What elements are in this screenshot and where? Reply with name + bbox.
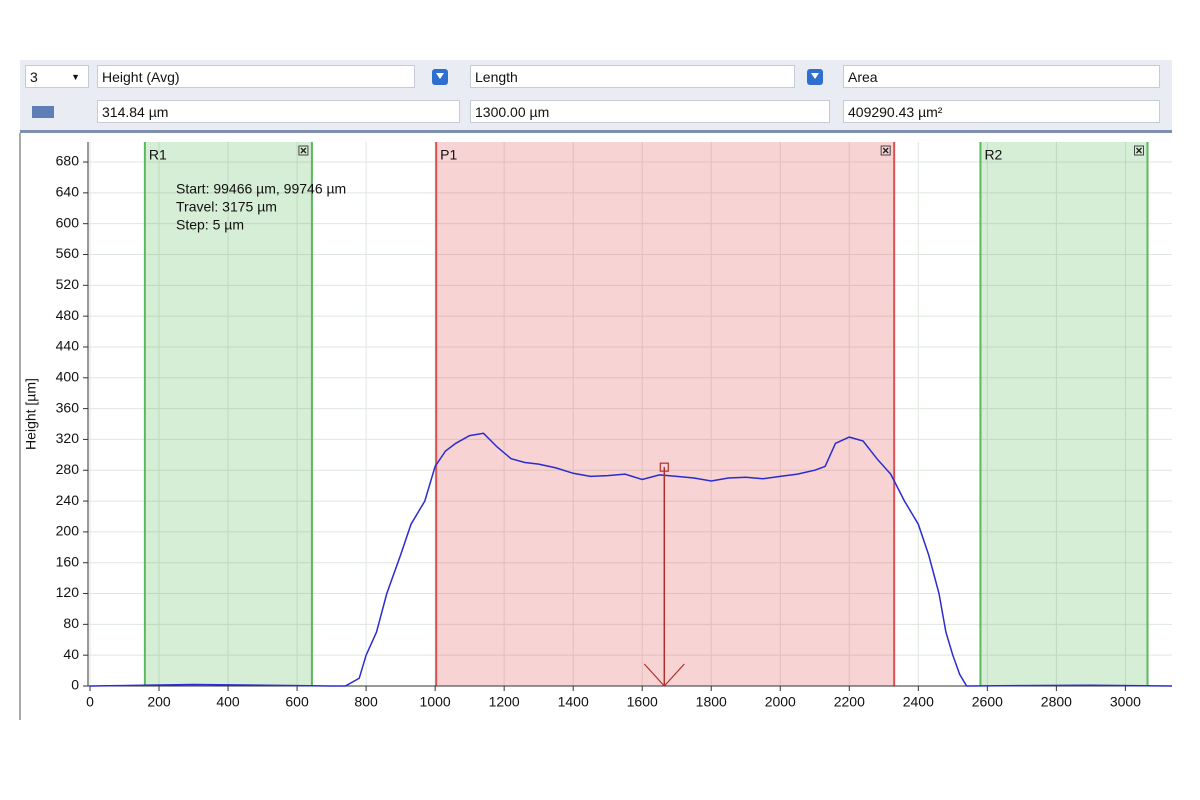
profile-line <box>89 432 1173 687</box>
x-tick-label: 1000 <box>420 694 451 710</box>
close-box <box>880 145 891 156</box>
x-tick-label: 2000 <box>765 694 796 710</box>
x-tick-label: 0 <box>86 694 94 710</box>
measure-3-name[interactable]: Area <box>843 65 1160 88</box>
region-label: R2 <box>984 147 1002 163</box>
region-close <box>880 145 891 156</box>
y-tick-label: 680 <box>56 153 80 169</box>
y-tick-label: 640 <box>56 184 80 200</box>
x-tick-label: 1800 <box>696 694 727 710</box>
y-tick-label: 480 <box>56 307 80 323</box>
x-tick-label: 400 <box>216 694 240 710</box>
y-tick-label: 80 <box>63 615 79 631</box>
y-tick-label: 160 <box>56 553 80 569</box>
count-dropdown[interactable]: 3 ▼ <box>25 65 89 88</box>
region <box>980 142 1148 686</box>
count-value: 3 <box>30 69 38 85</box>
x-tick-label: 3000 <box>1110 694 1141 710</box>
close-cross <box>882 147 889 154</box>
y-tick-label: 400 <box>56 368 80 384</box>
close-cross <box>300 147 307 154</box>
close-box <box>298 145 309 156</box>
x-tick-label: 1400 <box>558 694 589 710</box>
annotation: Start: 99466 µm, 99746 µm <box>176 181 346 197</box>
measure-3-value: 409290.43 µm² <box>843 100 1160 123</box>
cursor-arrow <box>643 663 685 687</box>
measure-1-name[interactable]: Height (Avg) <box>97 65 415 88</box>
y-tick-label: 440 <box>56 338 80 354</box>
y-tick-label: 200 <box>56 523 80 539</box>
annotation: Travel: 3175 µm <box>176 199 277 215</box>
x-tick-label: 1600 <box>627 694 658 710</box>
region <box>436 142 895 686</box>
y-tick-label: 320 <box>56 430 80 446</box>
region-close <box>1133 145 1144 156</box>
x-tick-label: 800 <box>354 694 378 710</box>
y-tick-label: 240 <box>56 492 80 508</box>
measure-1-menu[interactable] <box>432 69 448 85</box>
toolbar: 3 ▼ Height (Avg) Length Area 314.84 µm 13… <box>20 60 1172 133</box>
export-button[interactable] <box>32 106 54 118</box>
measure-1-value: 314.84 µm <box>97 100 460 123</box>
y-tick-label: 600 <box>56 214 80 230</box>
y-tick-label: 40 <box>63 646 79 662</box>
measure-2-menu[interactable] <box>807 69 823 85</box>
x-tick-label: 600 <box>285 694 309 710</box>
y-axis-label: Height [µm] <box>23 378 39 450</box>
x-tick-label: 2400 <box>903 694 934 710</box>
y-tick-label: 120 <box>56 584 80 600</box>
y-tick-label: 280 <box>56 461 80 477</box>
annotation: Step: 5 µm <box>176 217 244 233</box>
cursor-marker <box>659 462 669 472</box>
plot-area <box>88 142 1172 686</box>
y-tick-label: 520 <box>56 276 80 292</box>
x-tick-label: 2600 <box>972 694 1003 710</box>
x-tick-label: 200 <box>147 694 171 710</box>
dropdown-arrow: ▼ <box>71 72 80 82</box>
y-tick-label: 360 <box>56 399 80 415</box>
region-label: R1 <box>149 147 167 163</box>
x-tick-label: 2800 <box>1041 694 1072 710</box>
x-tick-label: 1200 <box>489 694 520 710</box>
y-tick-label: 560 <box>56 245 80 261</box>
region-close <box>298 145 309 156</box>
close-box <box>1133 145 1144 156</box>
region <box>144 142 312 686</box>
close-cross <box>1136 147 1142 154</box>
x-tick-label: 2200 <box>834 694 865 710</box>
region-label: P1 <box>440 147 457 163</box>
measure-2-name[interactable]: Length <box>470 65 795 88</box>
y-tick-label: 0 <box>71 677 79 693</box>
measure-2-value: 1300.00 µm <box>470 100 830 123</box>
